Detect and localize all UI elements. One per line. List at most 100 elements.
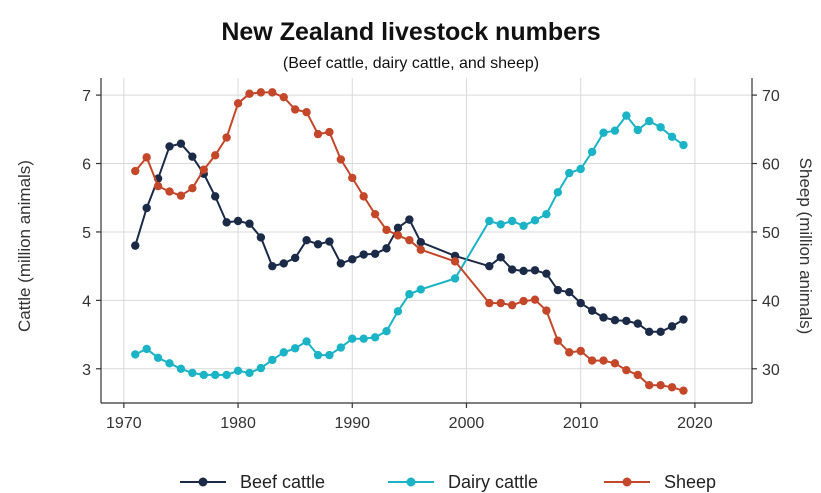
dairy-cattle-point (131, 350, 140, 359)
sheep-point (245, 89, 254, 98)
sheep-point (450, 257, 460, 266)
x-tick-label: 2010 (563, 415, 599, 432)
beef-cattle-point (336, 259, 346, 268)
dairy-cattle-point (222, 370, 231, 380)
beef-cattle-point (302, 235, 311, 245)
left-tick-label: 5 (82, 225, 91, 242)
dairy-cattle-point (587, 147, 597, 157)
sheep-point (153, 181, 163, 191)
beef-cattle-point (622, 316, 631, 326)
series-layer (131, 88, 688, 395)
legend-swatch-marker (622, 477, 632, 487)
sheep-point (565, 348, 574, 357)
sheep-point (656, 381, 665, 390)
beef-cattle-point (576, 298, 585, 308)
axes: 3 4 5 6 7 30 40 50 60 70 1970 1980 1990 2000 2010 2020 (82, 78, 780, 432)
dairy-cattle-point (165, 359, 174, 368)
dairy-cattle-point (382, 326, 391, 336)
beef-cattle-point (348, 255, 357, 264)
beef-cattle-point (393, 223, 403, 233)
dairy-cattle-point (370, 333, 380, 342)
sheep-point (233, 99, 243, 108)
dairy-cattle-point (325, 350, 334, 360)
beef-cattle-point (382, 244, 391, 253)
right-tick-label: 50 (762, 225, 780, 242)
legend-label: Sheep (664, 472, 716, 492)
chart-title: New Zealand livestock numbers (221, 18, 600, 46)
beef-cattle-point (165, 142, 174, 151)
sheep-point (610, 359, 620, 368)
dairy-cattle-point (256, 363, 266, 373)
sheep-point (268, 88, 277, 97)
dairy-cattle-point (485, 216, 494, 226)
sheep-point (405, 235, 414, 245)
sheep-point (176, 191, 186, 200)
legend-item-dairy-cattle: Dairy cattle (388, 472, 538, 492)
dairy-cattle-point (645, 116, 654, 126)
legend-swatch-marker (406, 477, 416, 487)
dairy-cattle-series (131, 111, 688, 380)
sheep-point (496, 298, 505, 308)
dairy-cattle-point (416, 285, 425, 294)
dairy-cattle-point (211, 370, 220, 380)
sheep-point (222, 133, 231, 142)
sheep-point (553, 336, 563, 345)
right-tick-label: 60 (762, 157, 780, 174)
beef-cattle-point (222, 218, 231, 227)
dairy-cattle-point (496, 220, 505, 229)
sheep-point (302, 108, 311, 117)
dairy-cattle-point (176, 364, 186, 373)
dairy-cattle-point (679, 140, 688, 150)
dairy-cattle-point (348, 334, 357, 343)
dairy-cattle-point (153, 353, 163, 363)
left-axis-label: Cattle (million animals) (15, 160, 34, 332)
dairy-cattle-point (336, 343, 346, 352)
dairy-cattle-point (667, 132, 677, 142)
beef-cattle-point (542, 269, 551, 278)
right-axis-label: Sheep (million animals) (796, 158, 815, 335)
dairy-cattle-point (359, 334, 368, 343)
sheep-point (679, 386, 688, 395)
beef-cattle-series (131, 139, 688, 337)
sheep-point (576, 346, 585, 356)
legend-item-sheep: Sheep (604, 472, 716, 492)
sheep-point (393, 231, 403, 240)
beef-cattle-point (507, 265, 517, 274)
gridlines (101, 78, 752, 403)
dairy-cattle-point (565, 168, 574, 178)
dairy-cattle-point (507, 216, 517, 226)
beef-cattle-point (279, 259, 288, 268)
beef-cattle-point (211, 192, 220, 201)
beef-cattle-point (645, 327, 654, 337)
dairy-cattle-point (393, 307, 403, 316)
x-tick-label: 1970 (106, 415, 142, 432)
beef-cattle-point (325, 237, 334, 246)
beef-cattle-point (553, 285, 563, 295)
beef-cattle-point (496, 253, 505, 262)
left-tick-label: 4 (82, 293, 91, 310)
sheep-point (359, 192, 368, 201)
left-tick-label: 3 (82, 362, 91, 379)
x-tick-label: 2020 (677, 415, 713, 432)
dairy-cattle-point (279, 348, 288, 357)
beef-cattle-point (313, 240, 323, 249)
beef-cattle-point (256, 233, 266, 242)
right-tick-label: 40 (762, 293, 780, 310)
dairy-cattle-point (233, 366, 243, 376)
beef-cattle-point (610, 316, 620, 325)
dairy-cattle-point (199, 370, 208, 380)
sheep-point (165, 187, 174, 196)
dairy-cattle-point (610, 126, 620, 135)
beef-cattle-point (233, 216, 243, 226)
sheep-point (142, 153, 151, 162)
sheep-point (530, 295, 540, 304)
beef-cattle-point (290, 253, 300, 263)
beef-cattle-point (587, 306, 597, 315)
sheep-series (131, 88, 688, 395)
sheep-point (188, 183, 197, 193)
beef-cattle-point (370, 249, 380, 259)
sheep-point (622, 365, 631, 375)
chart-subtitle: (Beef cattle, dairy cattle, and sheep) (283, 55, 539, 72)
legend-label: Dairy cattle (448, 472, 538, 492)
